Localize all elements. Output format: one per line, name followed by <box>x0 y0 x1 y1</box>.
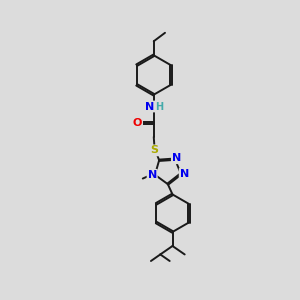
Text: N: N <box>172 153 181 163</box>
Text: H: H <box>155 101 163 112</box>
Text: N: N <box>148 170 157 180</box>
Text: N: N <box>145 101 154 112</box>
Text: S: S <box>151 146 159 155</box>
Text: N: N <box>180 169 189 179</box>
Text: O: O <box>133 118 142 128</box>
